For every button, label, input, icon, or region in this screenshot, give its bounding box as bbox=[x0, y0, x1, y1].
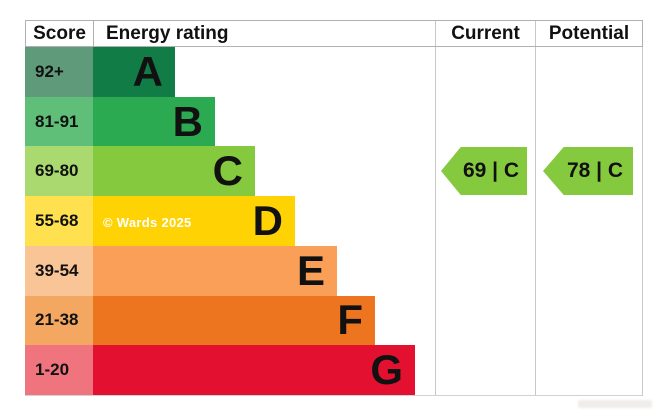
band-e-letter: E bbox=[296, 246, 325, 294]
band-g-bar: G bbox=[93, 345, 415, 396]
band-row-f: 21-38 F bbox=[25, 295, 643, 346]
band-f-score-range: 21-38 bbox=[25, 295, 93, 346]
band-b-bar: B bbox=[93, 96, 215, 147]
band-b-score-range: 81-91 bbox=[25, 96, 93, 147]
faint-watermark bbox=[578, 400, 652, 408]
band-g-score-range: 1-20 bbox=[25, 345, 93, 396]
band-a-letter: A bbox=[132, 47, 163, 95]
band-b-letter: B bbox=[172, 97, 203, 145]
current-rating-label: 69 | C bbox=[462, 159, 520, 182]
band-row-c: 69-80 C bbox=[25, 146, 643, 197]
band-g-letter: G bbox=[370, 346, 403, 394]
band-a-score-range: 92+ bbox=[25, 47, 93, 97]
table-bottom-border bbox=[25, 395, 643, 396]
header-potential: Potential bbox=[548, 22, 630, 44]
band-e-score-range: 39-54 bbox=[25, 245, 93, 296]
band-c-bar: C bbox=[93, 146, 255, 197]
band-row-e: 39-54 E bbox=[25, 245, 643, 296]
band-d-letter: D bbox=[252, 197, 283, 245]
band-a-bar: A bbox=[93, 47, 175, 97]
potential-rating-arrow: 78 | C bbox=[543, 147, 633, 195]
table-header: Score Energy rating Current Potential bbox=[25, 20, 643, 47]
header-current: Current bbox=[436, 21, 536, 46]
band-row-d: 55-68 D bbox=[25, 196, 643, 246]
band-row-a: 92+ A bbox=[25, 47, 643, 97]
header-energy-rating: Energy rating bbox=[94, 21, 436, 46]
band-d-bar: D bbox=[93, 196, 295, 246]
band-e-bar: E bbox=[93, 245, 337, 296]
band-f-letter: F bbox=[337, 296, 363, 344]
wards-watermark: © Wards 2025 bbox=[103, 215, 192, 230]
band-row-g: 1-20 G bbox=[25, 345, 643, 396]
table-right-border bbox=[642, 47, 643, 396]
potential-column-divider bbox=[535, 47, 536, 396]
current-rating-arrow: 69 | C bbox=[441, 147, 527, 195]
band-d-score-range: 55-68 bbox=[25, 196, 93, 246]
band-c-letter: C bbox=[212, 147, 243, 195]
header-score: Score bbox=[26, 21, 94, 46]
band-f-bar: F bbox=[93, 295, 375, 346]
band-row-b: 81-91 B bbox=[25, 96, 643, 147]
band-rows: 92+ A 81-91 B 69-80 C 55-68 D 39-54 E 21… bbox=[25, 47, 643, 396]
band-c-score-range: 69-80 bbox=[25, 146, 93, 197]
potential-rating-label: 78 | C bbox=[566, 159, 624, 182]
current-column-divider bbox=[435, 47, 436, 396]
